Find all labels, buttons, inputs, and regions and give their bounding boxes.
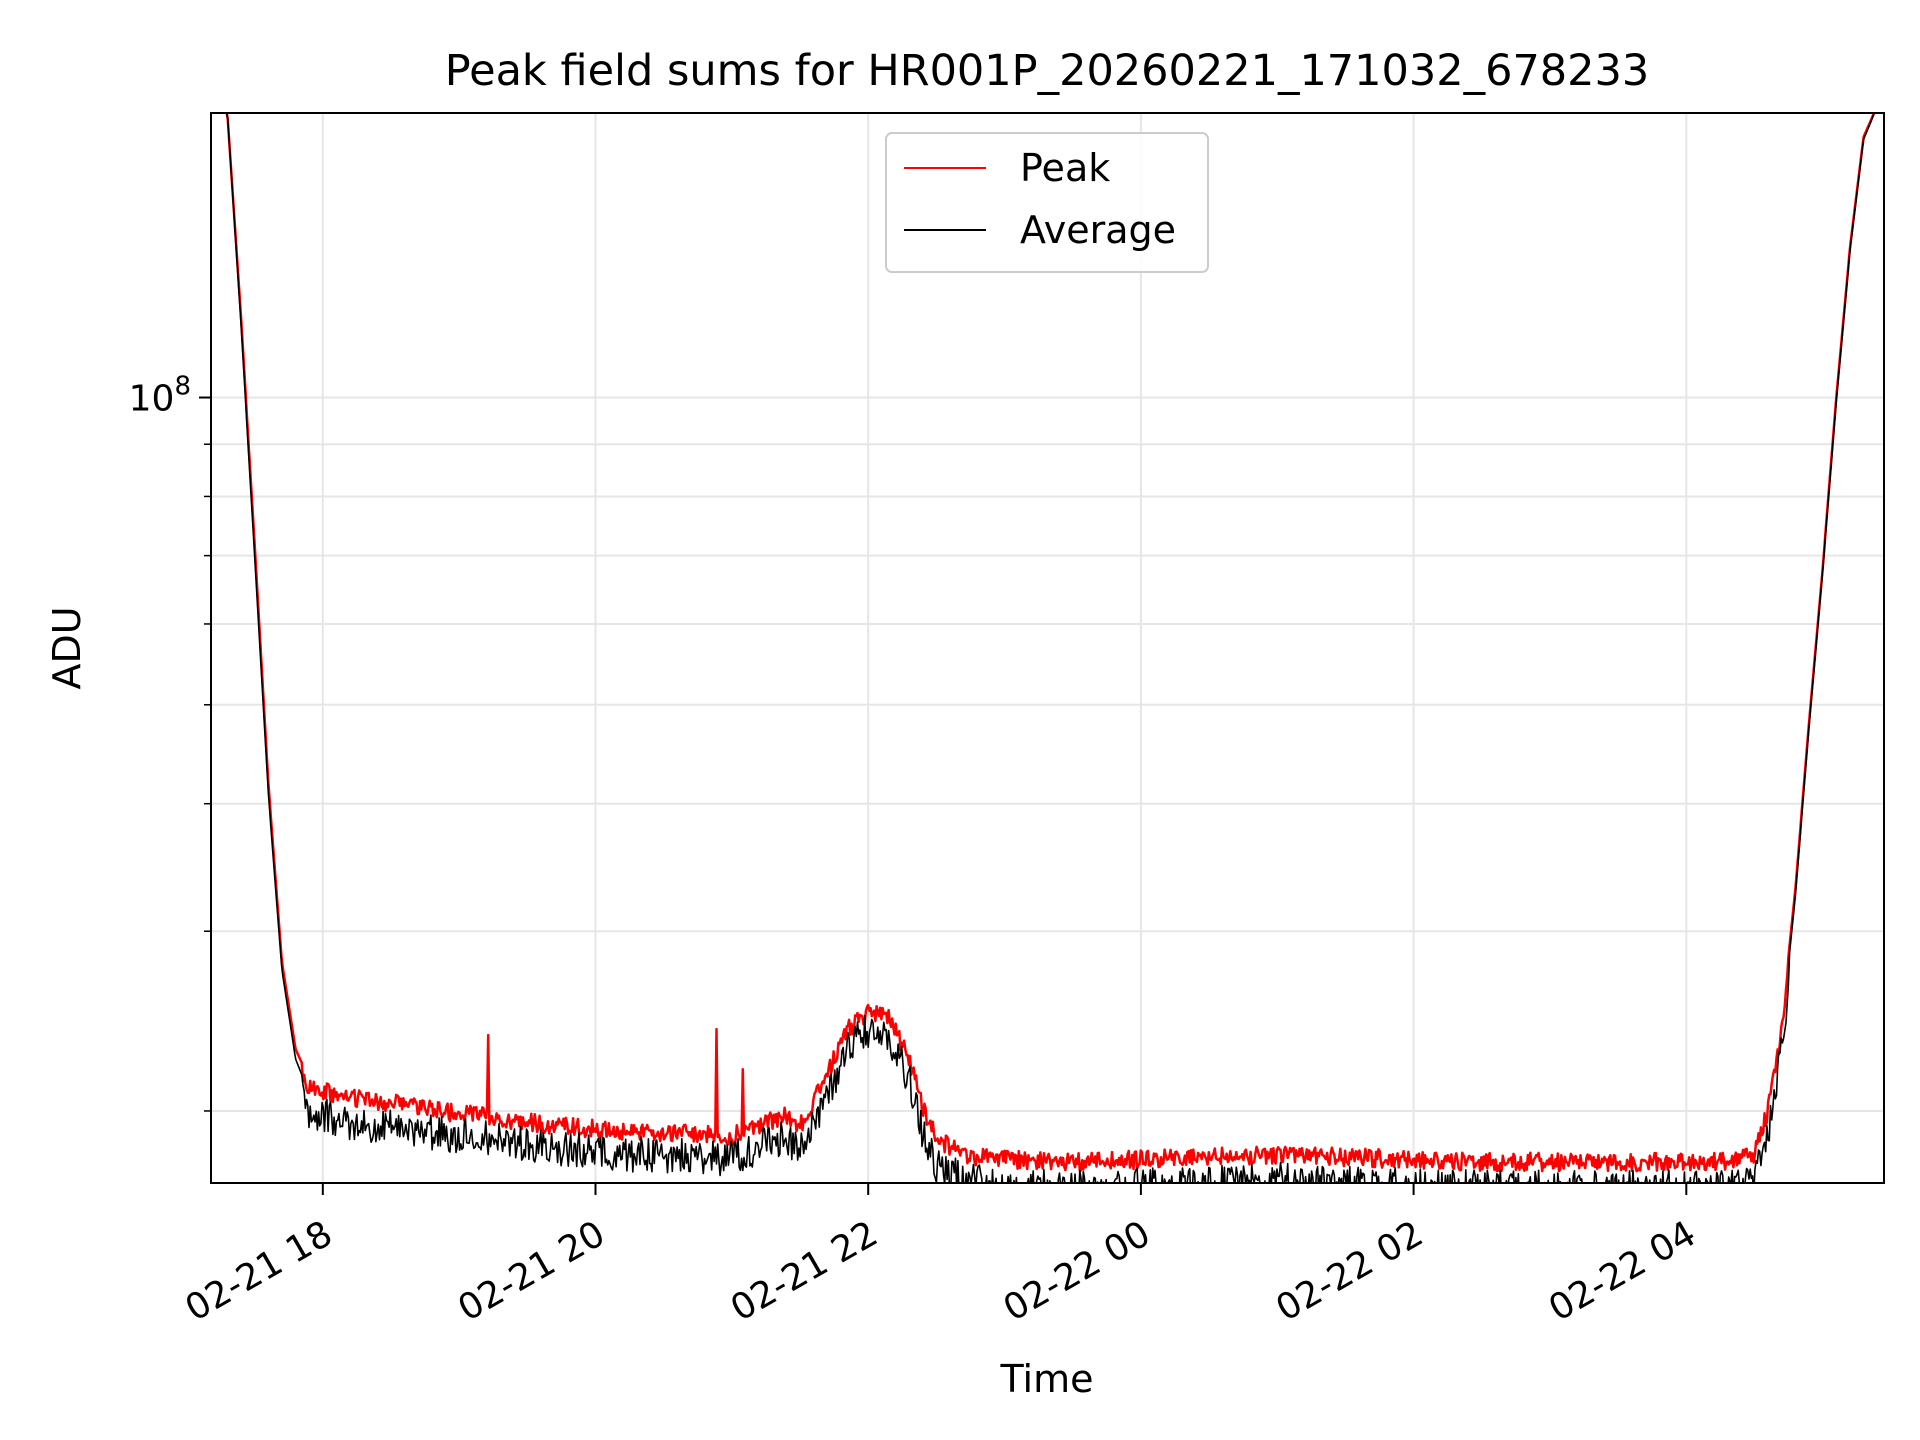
legend-average-label: Average — [1020, 208, 1176, 252]
y-tick-label: 108 — [129, 372, 191, 420]
y-axis-label: ADU — [45, 606, 89, 689]
peak-series-line — [225, 113, 1876, 1173]
y-axis-ticks: 108 — [129, 372, 211, 1112]
legend-peak-label: Peak — [1020, 146, 1110, 190]
average-series-line — [225, 113, 1876, 1183]
y-tick-label-base: 10 — [129, 379, 175, 420]
grid — [211, 113, 1884, 1183]
plot-series — [225, 113, 1876, 1183]
x-axis-label: Time — [1000, 1357, 1094, 1401]
chart-title: Peak field sums for HR001P_20260221_1710… — [445, 46, 1650, 96]
plot-frame — [210, 112, 1885, 1184]
legend: Peak Average — [885, 132, 1209, 273]
y-tick-label-exponent: 8 — [174, 372, 191, 402]
